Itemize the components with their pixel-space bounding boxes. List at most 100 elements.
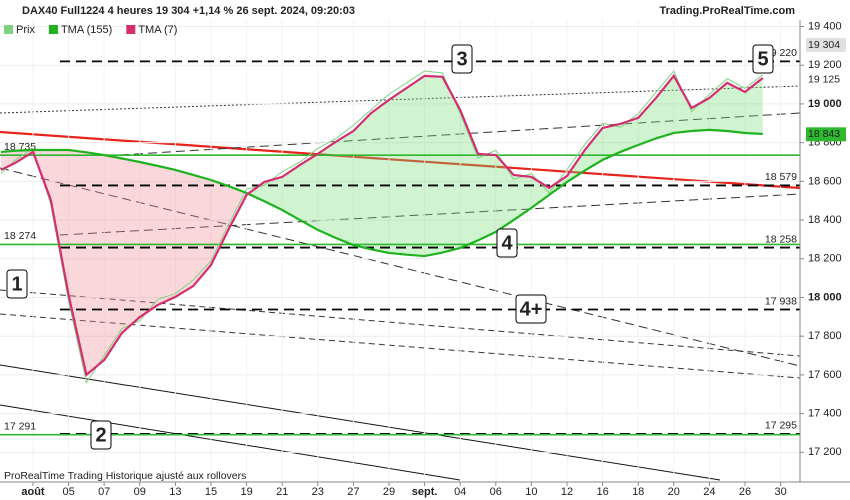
- legend: Prix TMA (155) TMA (7): [4, 24, 177, 36]
- area-fill: [371, 99, 389, 253]
- legend-swatch: [48, 25, 58, 34]
- y-tick-label: 19 400: [808, 20, 842, 32]
- y-tick-label: 18 600: [808, 175, 842, 187]
- x-tick-label: 09: [134, 486, 146, 498]
- wave-box: [90, 420, 112, 450]
- x-tick-label: 04: [454, 486, 466, 498]
- series-line: [0, 70, 764, 384]
- level-label: 17 291: [4, 420, 36, 432]
- chart-title: DAX40 Full1224 4 heures 19 304 +1,14 % 2…: [22, 5, 355, 17]
- series-line: [0, 128, 763, 258]
- area-fill: [406, 75, 425, 257]
- wave-text: 3: [456, 48, 467, 70]
- area-fill: [86, 152, 105, 375]
- area-fill: [727, 82, 745, 133]
- x-tick-label: 29: [383, 486, 395, 498]
- area-fill: [442, 76, 461, 253]
- area-fill: [282, 164, 300, 221]
- level-label: 18 274: [4, 230, 36, 242]
- legend-label: TMA (155): [61, 24, 112, 36]
- wave-box: [515, 294, 547, 324]
- wave-label: 2: [90, 420, 112, 450]
- trendline: [0, 404, 461, 481]
- area-fill: [193, 174, 212, 287]
- x-tick-label: 26: [739, 486, 751, 498]
- area-fill: [175, 169, 194, 297]
- area-fill: [139, 162, 158, 318]
- area-fill: [655, 75, 674, 139]
- series-line: [0, 73, 764, 377]
- y-tick-label: 17 800: [808, 330, 842, 342]
- wave-text: 4: [501, 232, 513, 254]
- x-tick-label: 10: [525, 486, 537, 498]
- y-tick-label: 18 000: [808, 291, 842, 303]
- x-tick-label: 21: [276, 486, 288, 498]
- x-tick-label: 19: [240, 486, 252, 498]
- trendline: [0, 85, 801, 114]
- y-tick-label: 17 200: [808, 446, 842, 458]
- price-tag: [806, 72, 846, 87]
- legend-label: TMA (7): [138, 24, 177, 36]
- price-tag-label: 19 125: [808, 74, 840, 86]
- x-tick-label: août: [21, 486, 45, 498]
- area-fill: [638, 97, 656, 145]
- x-tick-label: 15: [205, 486, 217, 498]
- area-fill: [673, 75, 692, 133]
- x-tick-label: 24: [703, 486, 715, 498]
- trendline: [0, 167, 801, 367]
- x-tick-label: 05: [62, 486, 74, 498]
- x-tick-label: sept.: [412, 486, 438, 498]
- area-fill: [300, 153, 318, 230]
- header-bar: [0, 0, 850, 20]
- wave-box: [451, 44, 473, 74]
- area-fill: [317, 141, 336, 238]
- source: Trading.ProRealTime.com: [659, 5, 795, 17]
- footer: ProRealTime Trading Historique ajusté au…: [4, 470, 246, 482]
- area-fill: [353, 113, 372, 250]
- level-label: 17 938: [765, 295, 797, 307]
- area-fill: [388, 87, 407, 255]
- area-fill: [620, 117, 639, 152]
- wave-label: 4+: [515, 294, 547, 324]
- area-fill: [584, 127, 603, 171]
- price-tag-label: 19 304: [808, 39, 840, 51]
- area-fill: [477, 153, 496, 241]
- x-tick-label: 16: [596, 486, 608, 498]
- x-tick-label: 13: [169, 486, 181, 498]
- wave-text: 2: [95, 424, 106, 446]
- x-tick-label: 18: [632, 486, 644, 498]
- trendline: [0, 130, 801, 190]
- level-label: 18 579: [765, 171, 797, 183]
- wave-label: 1: [6, 269, 28, 299]
- wave-label: 4: [496, 228, 518, 258]
- price-tag-label: 18 843: [808, 128, 840, 140]
- area-fill: [246, 181, 265, 202]
- x-tick-label: 06: [490, 486, 502, 498]
- area-fill: [68, 150, 87, 375]
- wave-text: 4+: [520, 298, 543, 320]
- y-tick-label: 17 600: [808, 369, 842, 381]
- area-fill: [335, 131, 354, 246]
- wave-text: 1: [11, 273, 22, 295]
- x-tick-label: 12: [561, 486, 573, 498]
- level-label: 17 295: [765, 420, 797, 432]
- legend-label: Prix: [16, 24, 35, 36]
- trendlines: [0, 85, 801, 481]
- trendline: [0, 364, 721, 481]
- area-fill: [744, 78, 763, 134]
- wave-label: 3: [451, 44, 473, 74]
- legend-swatch: [126, 25, 136, 34]
- x-tick-label: 23: [312, 486, 324, 498]
- wave-box: [6, 269, 28, 299]
- area-fill: [122, 158, 140, 333]
- x-tick-label: 30: [774, 486, 786, 498]
- area-fill: [531, 176, 550, 208]
- y-tick-label: 19 200: [808, 59, 842, 71]
- wave-text: 5: [757, 48, 768, 70]
- x-tick-label: 27: [347, 486, 359, 498]
- trendline: [0, 289, 801, 357]
- area-fill: [602, 123, 621, 160]
- price-tag: [806, 38, 846, 53]
